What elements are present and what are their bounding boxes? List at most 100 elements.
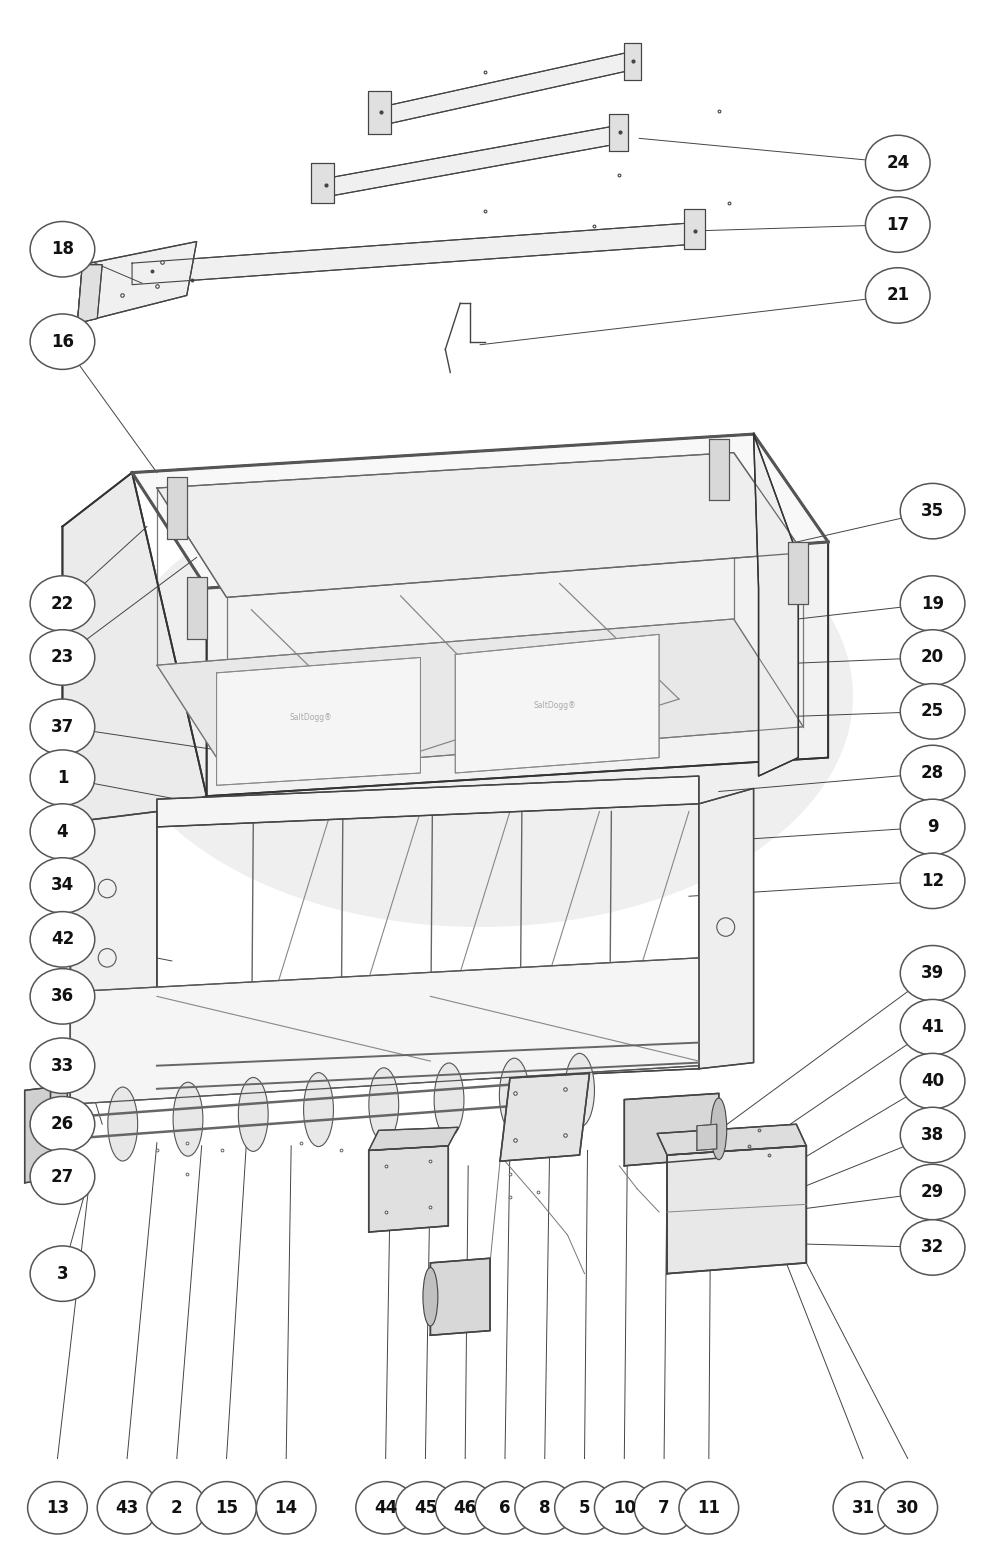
Polygon shape	[62, 473, 207, 850]
Text: 5: 5	[579, 1498, 590, 1517]
Ellipse shape	[435, 1481, 495, 1534]
Text: 12: 12	[921, 872, 944, 890]
Ellipse shape	[30, 1246, 95, 1302]
Text: 15: 15	[215, 1498, 238, 1517]
Ellipse shape	[679, 1481, 739, 1534]
Ellipse shape	[30, 969, 95, 1023]
Polygon shape	[624, 43, 641, 80]
Ellipse shape	[256, 1481, 316, 1534]
Ellipse shape	[30, 1037, 95, 1093]
Text: 30: 30	[896, 1498, 919, 1517]
Text: 27: 27	[51, 1167, 74, 1186]
Ellipse shape	[28, 1481, 87, 1534]
Polygon shape	[624, 1093, 719, 1166]
Ellipse shape	[515, 1481, 575, 1534]
Text: 45: 45	[414, 1498, 437, 1517]
Text: 3: 3	[57, 1265, 68, 1283]
Text: 24: 24	[886, 155, 909, 172]
Ellipse shape	[900, 484, 965, 540]
Polygon shape	[70, 959, 699, 1104]
Polygon shape	[157, 1042, 699, 1093]
Ellipse shape	[900, 799, 965, 855]
Text: 42: 42	[51, 931, 74, 948]
Polygon shape	[311, 162, 334, 203]
Ellipse shape	[711, 1098, 727, 1160]
Ellipse shape	[900, 575, 965, 631]
Ellipse shape	[878, 1481, 938, 1534]
Polygon shape	[609, 114, 628, 150]
Text: 32: 32	[921, 1238, 944, 1257]
Ellipse shape	[900, 853, 965, 909]
Polygon shape	[207, 543, 828, 796]
Polygon shape	[217, 657, 420, 785]
Text: 37: 37	[51, 717, 74, 736]
Text: 8: 8	[539, 1498, 551, 1517]
Ellipse shape	[369, 1068, 399, 1142]
Ellipse shape	[356, 1481, 415, 1534]
Polygon shape	[369, 1127, 458, 1150]
Polygon shape	[697, 1124, 717, 1150]
Text: 17: 17	[886, 215, 909, 233]
Polygon shape	[368, 91, 391, 133]
Text: 43: 43	[115, 1498, 139, 1517]
Ellipse shape	[865, 135, 930, 190]
Text: 40: 40	[921, 1071, 944, 1090]
Text: 16: 16	[51, 332, 74, 351]
Text: 18: 18	[51, 240, 74, 258]
Ellipse shape	[238, 1078, 268, 1152]
Polygon shape	[187, 577, 207, 638]
Ellipse shape	[900, 1107, 965, 1163]
Text: 33: 33	[51, 1056, 74, 1074]
Text: SaltDogg®: SaltDogg®	[533, 700, 576, 710]
Text: 13: 13	[46, 1498, 69, 1517]
Ellipse shape	[900, 629, 965, 685]
Ellipse shape	[475, 1481, 535, 1534]
Ellipse shape	[173, 1082, 203, 1156]
Ellipse shape	[30, 804, 95, 860]
Ellipse shape	[900, 999, 965, 1054]
Ellipse shape	[900, 946, 965, 1000]
Text: 25: 25	[921, 702, 944, 720]
Ellipse shape	[396, 1481, 455, 1534]
Polygon shape	[684, 209, 705, 249]
Ellipse shape	[30, 221, 95, 277]
Ellipse shape	[499, 1057, 529, 1132]
Text: SPECIALISTS: SPECIALISTS	[321, 700, 639, 744]
Ellipse shape	[865, 267, 930, 323]
Polygon shape	[326, 127, 614, 196]
Text: 41: 41	[921, 1019, 944, 1036]
Polygon shape	[430, 1258, 490, 1336]
Text: 2: 2	[171, 1498, 183, 1517]
Ellipse shape	[565, 1053, 594, 1127]
Ellipse shape	[833, 1481, 893, 1534]
Polygon shape	[386, 53, 629, 125]
Polygon shape	[455, 634, 659, 773]
Ellipse shape	[30, 750, 95, 805]
Polygon shape	[369, 1146, 448, 1232]
Polygon shape	[500, 1073, 590, 1161]
Ellipse shape	[97, 1481, 157, 1534]
Polygon shape	[157, 618, 803, 773]
Text: 19: 19	[921, 595, 944, 612]
Polygon shape	[667, 1146, 806, 1274]
Text: 14: 14	[275, 1498, 298, 1517]
Text: 31: 31	[851, 1498, 875, 1517]
Polygon shape	[657, 1124, 806, 1155]
Text: SaltDogg®: SaltDogg®	[290, 713, 332, 722]
Ellipse shape	[107, 465, 853, 928]
Polygon shape	[157, 776, 699, 827]
Text: 39: 39	[921, 965, 944, 982]
Polygon shape	[699, 788, 754, 1068]
Polygon shape	[70, 812, 157, 1104]
Text: 23: 23	[51, 648, 74, 666]
Text: 21: 21	[886, 286, 909, 305]
Polygon shape	[132, 223, 689, 284]
Text: 11: 11	[697, 1498, 720, 1517]
Ellipse shape	[30, 314, 95, 369]
Ellipse shape	[634, 1481, 694, 1534]
Text: 34: 34	[51, 877, 74, 895]
Text: 6: 6	[499, 1498, 511, 1517]
Polygon shape	[709, 439, 729, 501]
Polygon shape	[132, 434, 828, 587]
Text: 38: 38	[921, 1125, 944, 1144]
